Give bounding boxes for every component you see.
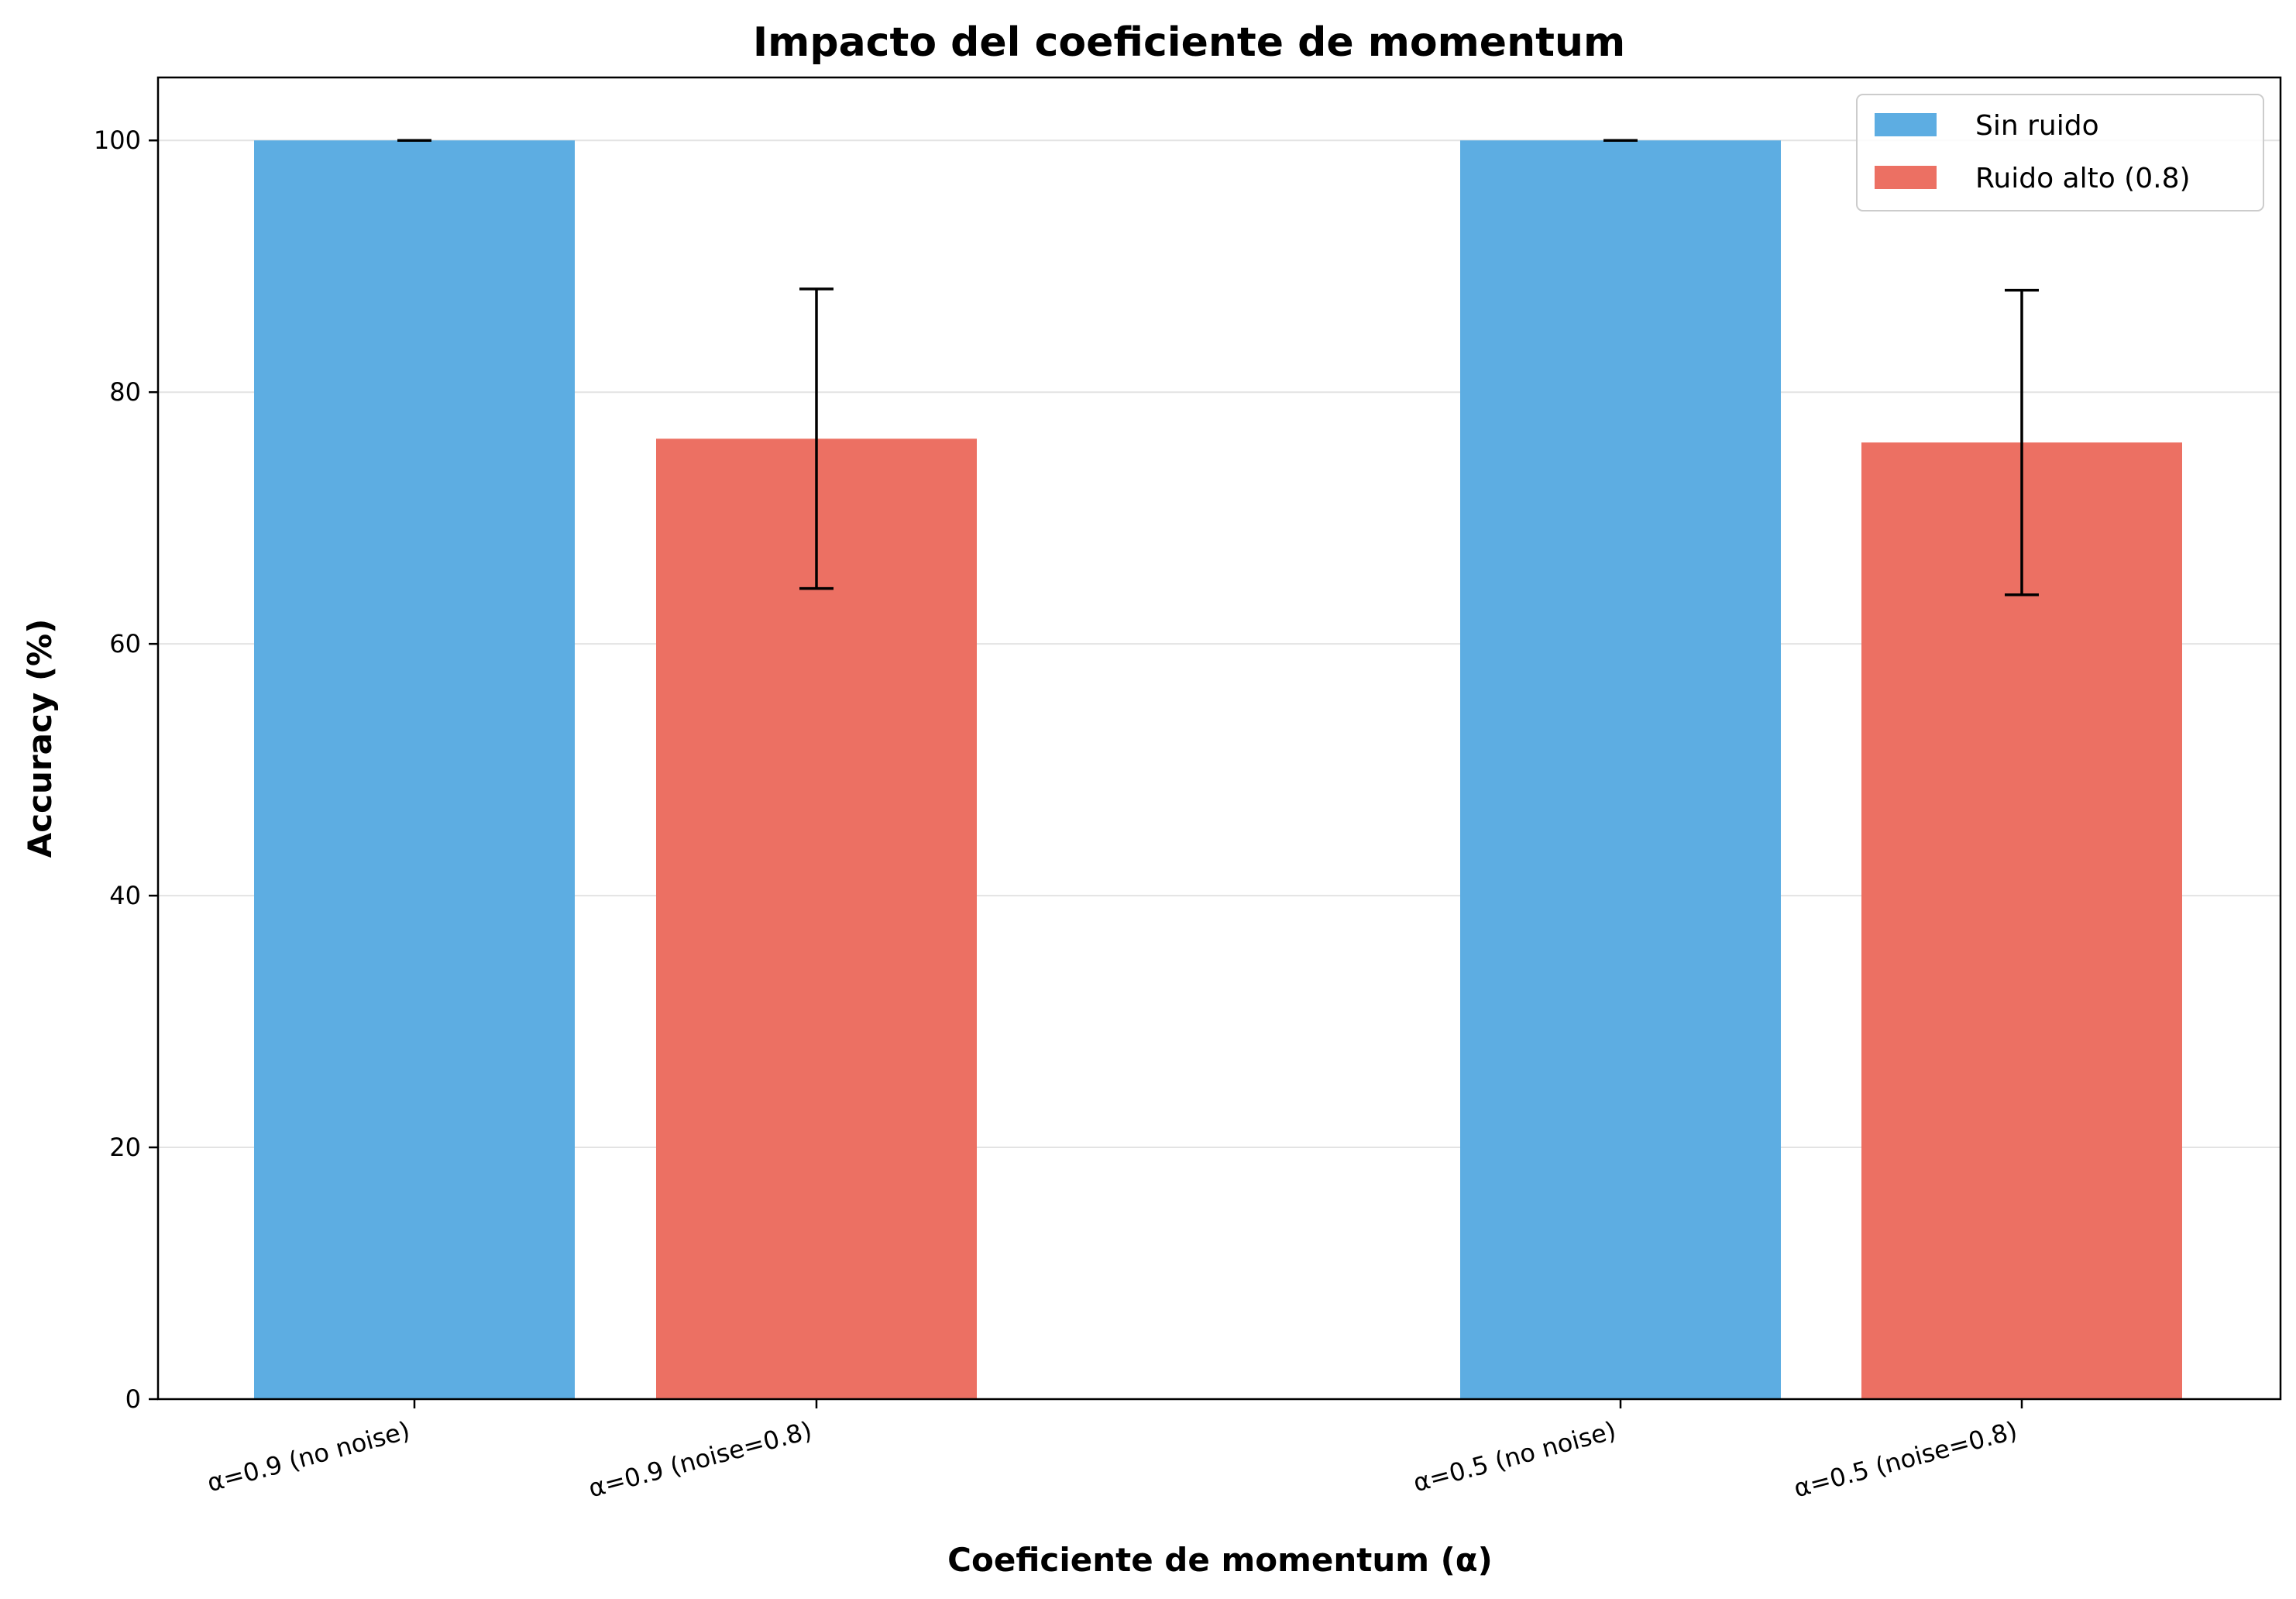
chart-title: Impacto del coeficiente de momentum	[753, 19, 1625, 66]
bar-4	[1861, 442, 2182, 1400]
x-tick-label: α=0.9 (noise=0.8)	[586, 1415, 815, 1504]
bar-3	[1460, 140, 1781, 1400]
legend-box	[1856, 94, 2264, 211]
bars-group	[254, 140, 2182, 1400]
x-axis-label: Coeficiente de momentum (α)	[947, 1541, 1493, 1579]
y-tick-label: 20	[109, 1133, 141, 1162]
bar-2	[656, 438, 977, 1399]
legend-swatch-ruido-alto	[1875, 166, 1937, 189]
bar-1	[254, 140, 575, 1400]
legend-label-ruido-alto: Ruido alto (0.8)	[1975, 163, 2191, 194]
y-axis-label: Accuracy (%)	[21, 619, 59, 858]
x-tick-label: α=0.9 (no noise)	[204, 1415, 413, 1498]
legend: Sin ruido Ruido alto (0.8)	[1856, 94, 2264, 211]
y-tick-label: 60	[109, 629, 141, 659]
y-tick-label: 0	[125, 1384, 141, 1414]
x-tick-label: α=0.5 (noise=0.8)	[1791, 1415, 2020, 1504]
y-tick-label: 100	[94, 126, 141, 155]
error-bars-group	[397, 139, 2039, 597]
legend-label-sin-ruido: Sin ruido	[1975, 110, 2099, 142]
x-tick-label: α=0.5 (no noise)	[1410, 1415, 1619, 1498]
y-axis-ticks: 0 20 40 60 80 100	[94, 126, 158, 1414]
y-tick-label: 80	[109, 377, 141, 407]
legend-swatch-sin-ruido	[1875, 113, 1937, 136]
x-axis-ticks: α=0.9 (no noise) α=0.9 (noise=0.8) α=0.5 (…	[204, 1399, 2023, 1504]
y-tick-label: 40	[109, 881, 141, 910]
plot-frame	[156, 76, 2282, 1401]
